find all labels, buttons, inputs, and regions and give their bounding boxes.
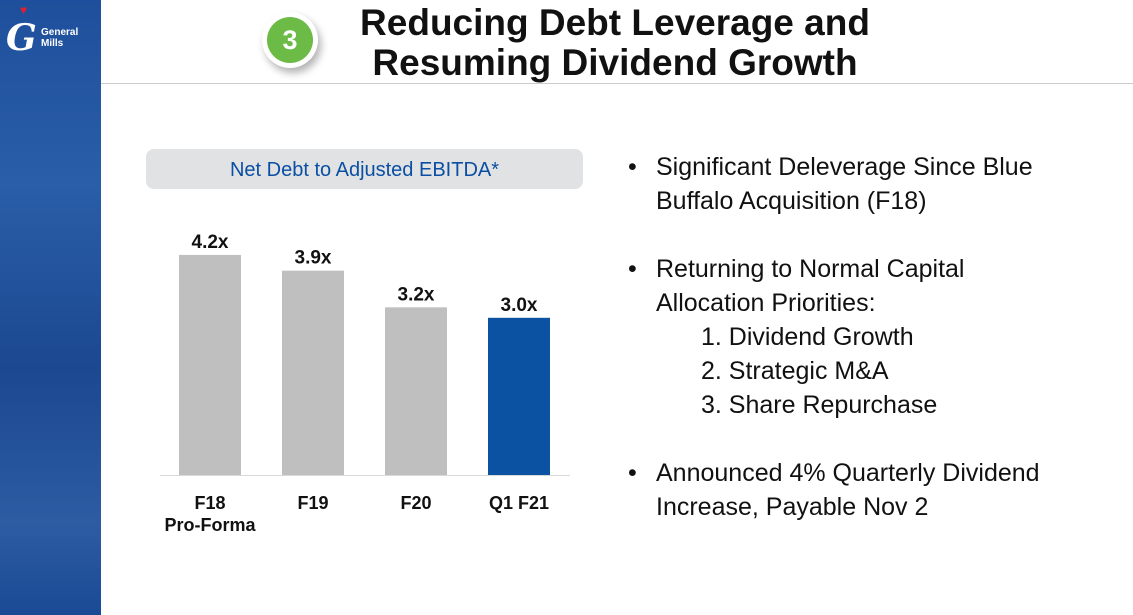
title-line: Resuming Dividend Growth: [372, 42, 858, 83]
priority-item: 1. Dividend Growth: [701, 323, 914, 351]
category-label: Q1 F21: [489, 493, 549, 513]
section-number-badge: 3: [262, 12, 318, 68]
category-label: F19: [297, 493, 328, 513]
data-label: 3.9x: [295, 248, 332, 269]
bullet-line: Significant Deleverage Since Blue: [656, 153, 1033, 181]
category-label: F20: [400, 493, 431, 513]
badge-number: 3: [267, 17, 313, 63]
bullet-line: Increase, Payable Nov 2: [656, 493, 929, 521]
bullet-list: Significant Deleverage Since Blue Buffalo…: [628, 150, 1040, 524]
bullet-line: Buffalo Acquisition (F18): [656, 187, 927, 215]
chart-title: Net Debt to Adjusted EBITDA*: [146, 149, 583, 189]
g-logo-icon: G: [6, 17, 37, 59]
title-line: Reducing Debt Leverage and: [360, 2, 870, 43]
bullet-item: Returning to Normal Capital Allocation Pr…: [628, 252, 1040, 422]
category-label: F18: [194, 493, 225, 513]
data-label: 3.0x: [501, 295, 538, 316]
sidebar-photo-panel: G ♥ General Mills: [0, 0, 101, 615]
bullet-line: Allocation Priorities:: [656, 289, 876, 317]
heart-icon: ♥: [20, 3, 28, 17]
bar: [385, 307, 447, 475]
logo-text: General Mills: [41, 27, 79, 49]
bar: [282, 270, 344, 475]
priority-item: 2. Strategic M&A: [701, 357, 889, 385]
logo-mark: G ♥: [6, 4, 37, 59]
header-divider: [101, 83, 1133, 84]
bullet-item: Significant Deleverage Since Blue Buffalo…: [628, 150, 1040, 218]
general-mills-logo: G ♥ General Mills: [6, 4, 93, 59]
bar: [179, 254, 241, 475]
data-label: 3.2x: [398, 284, 435, 305]
category-label: Pro-Forma: [164, 515, 256, 535]
bullet-item: Announced 4% Quarterly Dividend Increase,…: [628, 456, 1040, 524]
bar: [488, 317, 550, 475]
data-label: 4.2x: [192, 232, 229, 253]
priority-item: 3. Share Repurchase: [701, 391, 938, 419]
slide-title: Reducing Debt Leverage and Resuming Divi…: [330, 3, 900, 83]
bullet-line: Returning to Normal Capital: [656, 255, 965, 283]
bullet-line: Announced 4% Quarterly Dividend: [656, 459, 1040, 487]
